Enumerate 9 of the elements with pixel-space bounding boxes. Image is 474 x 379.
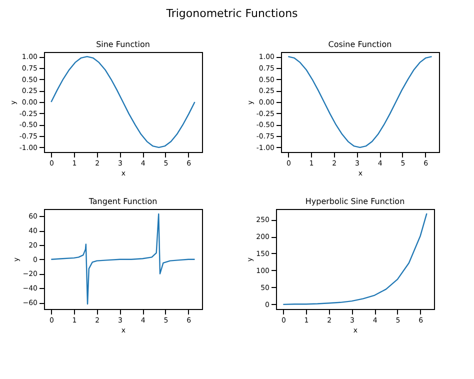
line-series: [50, 213, 196, 305]
chart-title: Hyperbolic Sine Function: [305, 197, 405, 206]
chart-title: Cosine Function: [328, 40, 392, 49]
line-series: [50, 56, 196, 148]
line-series: [288, 56, 432, 148]
text: Trigonometric Functions: [165, 7, 298, 20]
chart-title: Sine Function: [96, 40, 150, 49]
line-series: [282, 212, 428, 306]
chart-title: Tangent Function: [88, 197, 158, 206]
